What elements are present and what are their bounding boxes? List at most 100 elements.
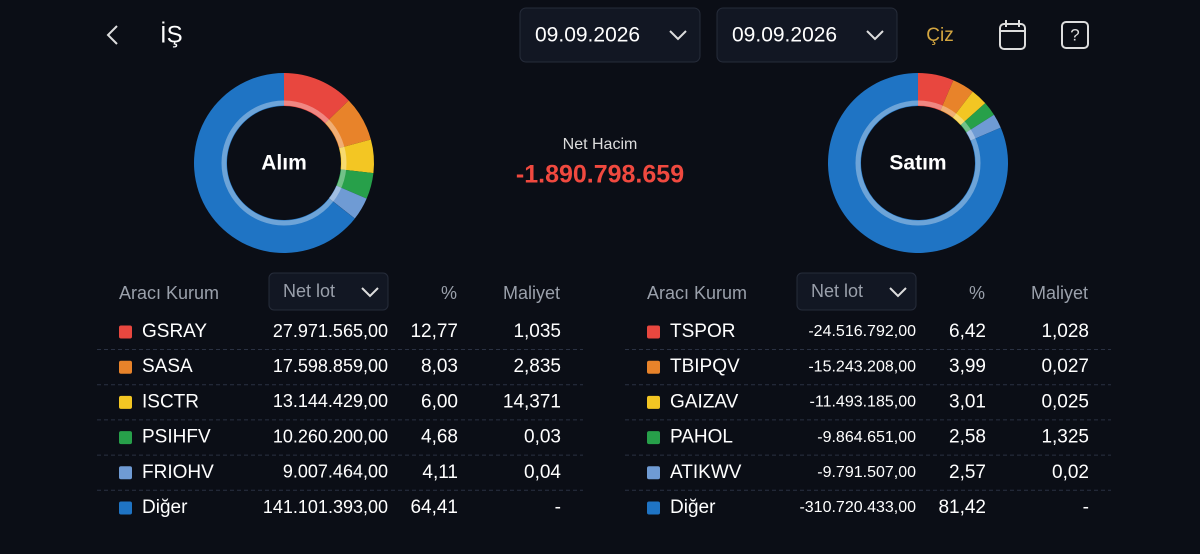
cost: 0,025 xyxy=(1041,391,1089,412)
draw-button[interactable]: Çiz xyxy=(926,25,953,46)
broker-name: ISCTR xyxy=(142,391,199,412)
column-header: Net lot xyxy=(283,281,335,301)
svg-text:?: ? xyxy=(1070,25,1079,44)
net-lot: 17.598.859,00 xyxy=(273,356,388,376)
net-volume-value: -1.890.798.659 xyxy=(516,161,684,189)
donut-label: Satım xyxy=(889,152,946,175)
column-header: Maliyet xyxy=(503,283,560,303)
calendar-button[interactable] xyxy=(999,20,1026,50)
percent: 3,99 xyxy=(949,356,986,377)
net-volume-label: Net Hacim xyxy=(563,136,638,153)
percent: 4,68 xyxy=(421,427,458,448)
donut-segment xyxy=(940,80,973,118)
donut-segment xyxy=(336,169,374,199)
donut-segment xyxy=(966,114,1001,141)
broker-name: Diğer xyxy=(670,497,716,518)
broker-name: Diğer xyxy=(142,497,188,518)
percent: 2,57 xyxy=(949,462,986,483)
broker-name: SASA xyxy=(142,356,193,377)
date-to-select[interactable] xyxy=(716,7,898,63)
legend-swatch xyxy=(119,501,132,515)
donut-segment xyxy=(328,185,367,219)
net-lot: -310.720.433,00 xyxy=(799,499,916,516)
net-lot: -9.864.651,00 xyxy=(817,429,916,446)
percent: 8,03 xyxy=(421,356,458,377)
legend-swatch xyxy=(647,325,660,339)
cost: - xyxy=(1083,497,1089,518)
net-lot: -15.243.208,00 xyxy=(808,358,916,375)
percent: 81,42 xyxy=(938,497,986,518)
donut-center xyxy=(862,107,974,219)
broker-name: ATIKWV xyxy=(670,462,742,483)
legend-swatch xyxy=(647,395,660,409)
cost: 1,028 xyxy=(1041,321,1089,342)
chevron xyxy=(361,287,379,298)
legend-swatch xyxy=(647,466,660,480)
cost: 0,04 xyxy=(524,462,561,483)
help-button[interactable]: ? xyxy=(1061,21,1089,49)
percent: 6,00 xyxy=(421,391,458,412)
percent: 64,41 xyxy=(410,497,458,518)
donut-inner-ring xyxy=(855,100,981,226)
legend-swatch xyxy=(119,360,132,374)
donut-segment xyxy=(193,73,355,254)
net-lot-select[interactable] xyxy=(796,272,917,311)
net-lot: -24.516.792,00 xyxy=(808,323,916,340)
cost: 0,027 xyxy=(1041,356,1089,377)
percent: 6,42 xyxy=(949,321,986,342)
net-lot: -11.493.185,00 xyxy=(810,394,917,411)
net-lot: 13.144.429,00 xyxy=(273,391,388,411)
net-lot: 9.007.464,00 xyxy=(283,462,388,482)
legend-swatch xyxy=(119,466,132,480)
percent: 3,01 xyxy=(949,391,986,412)
date-to: 09.09.2026 xyxy=(732,24,837,47)
donut-segment xyxy=(339,139,374,174)
column-header: Aracı Kurum xyxy=(119,283,219,303)
broker-name: GSRAY xyxy=(142,321,207,342)
donut-segment xyxy=(827,73,1008,254)
percent: 2,58 xyxy=(949,427,986,448)
column-header: Maliyet xyxy=(1031,283,1088,303)
cost: 0,03 xyxy=(524,427,561,448)
column-header: Aracı Kurum xyxy=(647,283,747,303)
legend-swatch xyxy=(647,501,660,515)
donut-segment xyxy=(324,100,371,149)
percent: 4,11 xyxy=(422,462,458,483)
cost: 14,371 xyxy=(503,391,561,412)
broker-name: PSIHFV xyxy=(142,427,211,448)
broker-name: GAIZAV xyxy=(670,391,739,412)
legend-swatch xyxy=(647,360,660,374)
net-lot: -9.791.507,00 xyxy=(817,464,916,481)
chevron xyxy=(889,287,907,298)
donut-inner-ring xyxy=(221,100,347,226)
column-header: % xyxy=(441,283,457,303)
donut-label: Alım xyxy=(261,152,307,175)
broker-name: PAHOL xyxy=(670,427,733,448)
cost: 1,325 xyxy=(1041,427,1089,448)
legend-swatch xyxy=(647,431,660,445)
percent: 12,77 xyxy=(410,321,458,342)
broker-name: TSPOR xyxy=(670,321,735,342)
chevron xyxy=(669,30,687,41)
cost: 1,035 xyxy=(513,321,561,342)
legend-swatch xyxy=(119,395,132,409)
net-lot-select[interactable] xyxy=(268,272,389,311)
net-lot: 10.260.200,00 xyxy=(273,426,388,446)
date-from: 09.09.2026 xyxy=(535,24,640,47)
donut-segment xyxy=(960,103,994,133)
back-button[interactable] xyxy=(106,25,118,45)
column-header: Net lot xyxy=(811,281,863,301)
legend-swatch xyxy=(119,431,132,445)
cost: 0,02 xyxy=(1052,462,1089,483)
donut-segment xyxy=(284,73,349,124)
chevron xyxy=(866,30,884,41)
cost: 2,835 xyxy=(513,356,561,377)
date-from-select[interactable] xyxy=(519,7,701,63)
page-title: İŞ xyxy=(160,21,183,48)
donut-center xyxy=(228,107,340,219)
column-header: % xyxy=(969,283,985,303)
donut-segment xyxy=(952,91,986,126)
broker-name: TBIPQV xyxy=(670,356,740,377)
